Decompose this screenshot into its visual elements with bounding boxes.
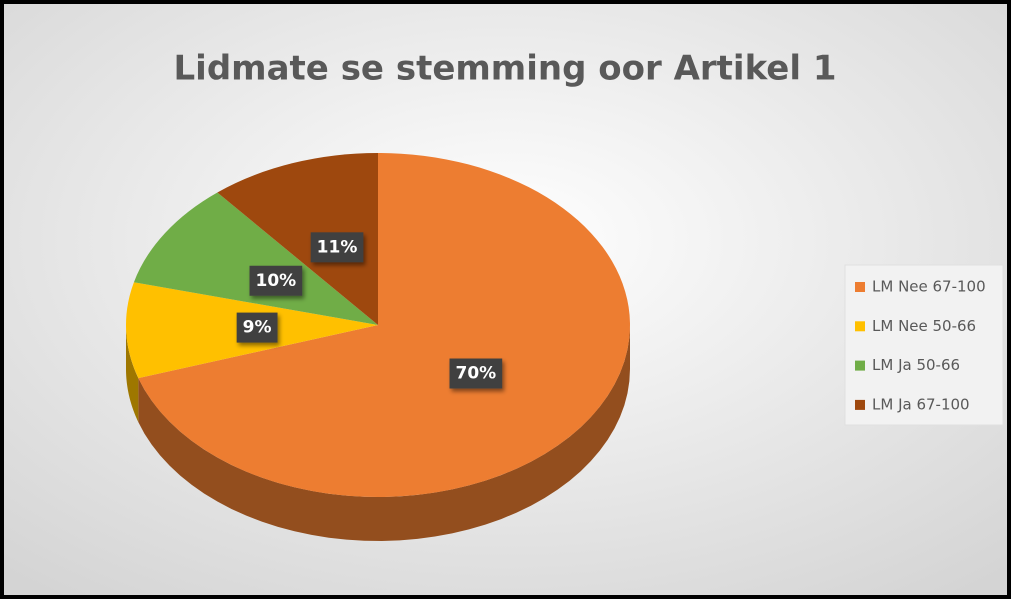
- data-label: 9%: [243, 318, 272, 338]
- pie-side: [126, 325, 139, 423]
- pie-slice: [217, 153, 378, 325]
- data-label: 11%: [317, 237, 358, 257]
- chart-title: Lidmate se stemming oor Artikel 1: [174, 49, 837, 89]
- legend-swatch: [855, 399, 865, 410]
- legend-label: LM Nee 67-100: [872, 278, 986, 296]
- legend-swatch: [855, 360, 865, 371]
- data-label-box: [249, 265, 303, 296]
- legend-swatch: [855, 282, 865, 292]
- legend-label: LM Ja 50-66: [872, 356, 960, 374]
- data-label: 70%: [456, 364, 497, 384]
- pie-slice: [133, 192, 378, 325]
- legend: [844, 264, 1004, 426]
- pie-slice: [138, 153, 631, 497]
- legend-label: LM Ja 67-100: [872, 395, 970, 413]
- data-label-box: [310, 232, 364, 263]
- legend-label: LM Nee 50-66: [872, 317, 976, 335]
- pie-side: [138, 325, 631, 541]
- data-label-box: [236, 312, 278, 343]
- data-label-box: [449, 358, 503, 389]
- legend-swatch: [855, 321, 865, 332]
- data-label: 10%: [256, 271, 297, 291]
